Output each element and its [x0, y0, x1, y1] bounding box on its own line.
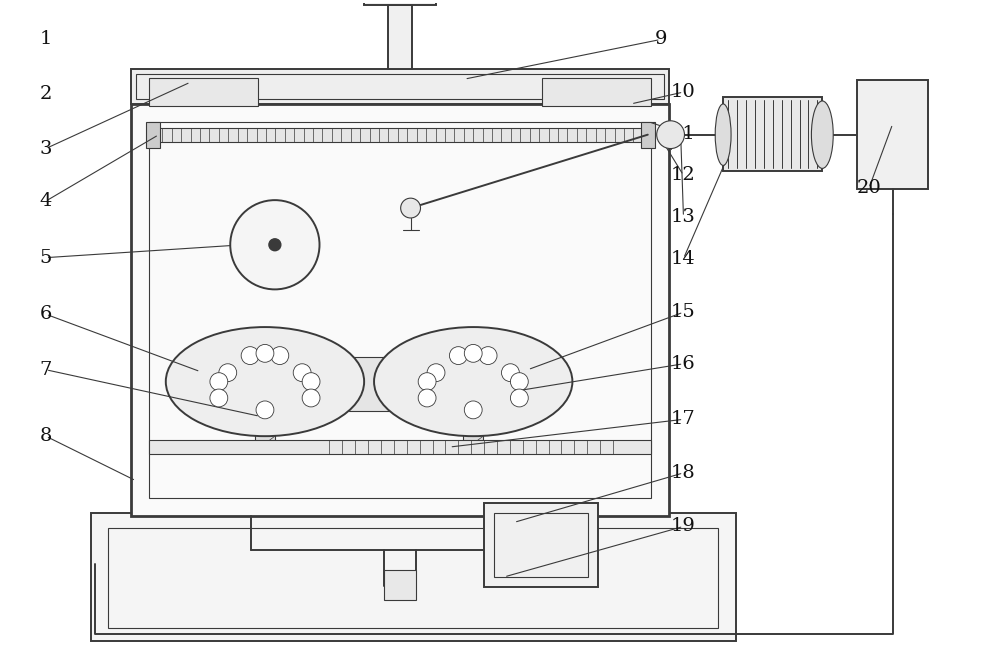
- Bar: [349, 357, 389, 411]
- Text: 3: 3: [40, 140, 52, 157]
- Text: 19: 19: [671, 517, 696, 536]
- Text: 20: 20: [857, 179, 881, 197]
- Circle shape: [210, 389, 228, 407]
- Bar: [723, 97, 822, 171]
- Ellipse shape: [811, 101, 833, 169]
- Bar: [641, 122, 655, 148]
- Bar: [149, 78, 258, 106]
- Bar: [484, 503, 598, 587]
- Circle shape: [302, 389, 320, 407]
- Circle shape: [464, 401, 482, 419]
- Circle shape: [256, 345, 274, 362]
- Bar: [136, 74, 664, 99]
- Text: 4: 4: [40, 192, 52, 210]
- Text: 16: 16: [671, 355, 696, 373]
- Text: 15: 15: [671, 303, 696, 321]
- Bar: [149, 122, 651, 498]
- Bar: [494, 513, 588, 577]
- Ellipse shape: [374, 327, 572, 436]
- Circle shape: [510, 389, 528, 407]
- Text: 13: 13: [671, 208, 696, 226]
- Text: 1: 1: [40, 30, 52, 48]
- Circle shape: [427, 364, 445, 382]
- Ellipse shape: [715, 104, 731, 165]
- Text: 17: 17: [671, 411, 696, 428]
- Circle shape: [271, 347, 289, 364]
- Text: 2: 2: [40, 85, 52, 103]
- Circle shape: [418, 373, 436, 390]
- Text: 9: 9: [654, 30, 667, 48]
- Bar: [131, 69, 669, 104]
- Circle shape: [449, 347, 467, 364]
- Text: 8: 8: [40, 427, 52, 445]
- Circle shape: [269, 239, 281, 251]
- Circle shape: [210, 373, 228, 390]
- Circle shape: [501, 364, 519, 382]
- Text: 14: 14: [671, 249, 696, 267]
- Bar: [255, 382, 275, 451]
- Text: 11: 11: [671, 125, 696, 142]
- Bar: [463, 382, 483, 451]
- Circle shape: [219, 364, 237, 382]
- Circle shape: [230, 200, 320, 290]
- Ellipse shape: [166, 327, 364, 436]
- Circle shape: [256, 401, 274, 419]
- Bar: [542, 78, 651, 106]
- Text: 5: 5: [40, 249, 52, 267]
- Circle shape: [293, 364, 311, 382]
- Circle shape: [418, 389, 436, 407]
- Text: 18: 18: [671, 464, 696, 482]
- Circle shape: [464, 345, 482, 362]
- Circle shape: [241, 347, 259, 364]
- Bar: [149, 128, 651, 142]
- Bar: [149, 440, 651, 454]
- Circle shape: [657, 121, 684, 149]
- Text: 6: 6: [40, 305, 52, 323]
- Bar: [131, 104, 669, 515]
- Text: 12: 12: [671, 167, 696, 184]
- Text: 10: 10: [671, 83, 696, 101]
- Bar: [146, 122, 160, 148]
- Bar: [388, 5, 412, 69]
- Bar: [364, 0, 436, 5]
- Bar: [91, 513, 736, 642]
- Bar: [384, 570, 416, 600]
- Circle shape: [302, 373, 320, 390]
- Circle shape: [510, 373, 528, 390]
- Circle shape: [479, 347, 497, 364]
- Text: 7: 7: [40, 361, 52, 379]
- Bar: [108, 528, 718, 628]
- Circle shape: [401, 198, 421, 218]
- Bar: [857, 80, 928, 190]
